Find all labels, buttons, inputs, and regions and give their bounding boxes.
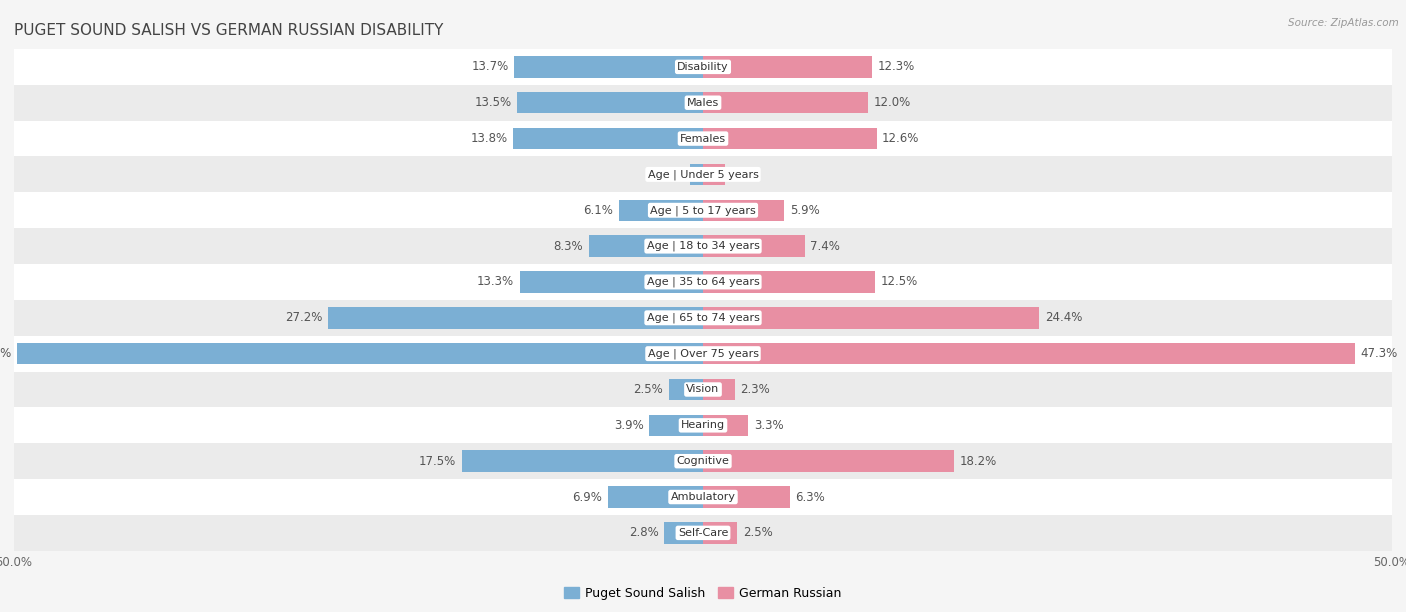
Bar: [461, 450, 703, 472]
Bar: [14, 157, 1392, 192]
Text: Self-Care: Self-Care: [678, 528, 728, 538]
Text: 24.4%: 24.4%: [1045, 312, 1083, 324]
Text: 12.5%: 12.5%: [880, 275, 918, 288]
Text: 3.9%: 3.9%: [614, 419, 644, 432]
Bar: [14, 264, 1392, 300]
Text: Age | Under 5 years: Age | Under 5 years: [648, 169, 758, 180]
Text: 0.97%: 0.97%: [647, 168, 685, 181]
Bar: [520, 271, 703, 293]
Bar: [14, 408, 1392, 443]
Bar: [607, 487, 703, 508]
Text: 12.3%: 12.3%: [877, 61, 915, 73]
Text: Age | Over 75 years: Age | Over 75 years: [648, 348, 758, 359]
Text: 17.5%: 17.5%: [419, 455, 457, 468]
Bar: [703, 414, 748, 436]
Text: 2.5%: 2.5%: [742, 526, 773, 539]
Bar: [14, 121, 1392, 157]
Text: 47.3%: 47.3%: [1360, 347, 1398, 360]
Legend: Puget Sound Salish, German Russian: Puget Sound Salish, German Russian: [560, 582, 846, 605]
Text: 12.6%: 12.6%: [882, 132, 920, 145]
Bar: [703, 307, 1039, 329]
Bar: [703, 163, 725, 185]
Text: Disability: Disability: [678, 62, 728, 72]
Bar: [517, 92, 703, 113]
Bar: [14, 228, 1392, 264]
Bar: [14, 336, 1392, 371]
Bar: [589, 236, 703, 257]
Bar: [665, 522, 703, 543]
Text: 49.8%: 49.8%: [0, 347, 11, 360]
Bar: [703, 450, 953, 472]
Bar: [703, 379, 735, 400]
Bar: [703, 343, 1355, 364]
Text: 13.7%: 13.7%: [471, 61, 509, 73]
Text: Age | 18 to 34 years: Age | 18 to 34 years: [647, 241, 759, 252]
Text: Age | 5 to 17 years: Age | 5 to 17 years: [650, 205, 756, 215]
Text: 7.4%: 7.4%: [810, 240, 841, 253]
Text: 13.5%: 13.5%: [474, 96, 512, 109]
Bar: [703, 271, 875, 293]
Text: 18.2%: 18.2%: [959, 455, 997, 468]
Bar: [328, 307, 703, 329]
Bar: [669, 379, 703, 400]
Text: 3.3%: 3.3%: [754, 419, 783, 432]
Text: Ambulatory: Ambulatory: [671, 492, 735, 502]
Bar: [17, 343, 703, 364]
Text: Males: Males: [688, 98, 718, 108]
Bar: [703, 128, 876, 149]
Bar: [14, 49, 1392, 85]
Text: Hearing: Hearing: [681, 420, 725, 430]
Text: 1.6%: 1.6%: [731, 168, 761, 181]
Text: 5.9%: 5.9%: [790, 204, 820, 217]
Text: 6.1%: 6.1%: [583, 204, 613, 217]
Bar: [703, 200, 785, 221]
Text: 2.3%: 2.3%: [740, 383, 770, 396]
Bar: [703, 236, 806, 257]
Bar: [14, 192, 1392, 228]
Text: PUGET SOUND SALISH VS GERMAN RUSSIAN DISABILITY: PUGET SOUND SALISH VS GERMAN RUSSIAN DIS…: [14, 23, 443, 38]
Bar: [703, 92, 869, 113]
Bar: [14, 300, 1392, 336]
Text: 6.3%: 6.3%: [796, 491, 825, 504]
Text: Vision: Vision: [686, 384, 720, 395]
Bar: [703, 522, 738, 543]
Text: 2.5%: 2.5%: [633, 383, 664, 396]
Text: 12.0%: 12.0%: [875, 96, 911, 109]
Text: Age | 35 to 64 years: Age | 35 to 64 years: [647, 277, 759, 287]
Bar: [513, 128, 703, 149]
Bar: [14, 479, 1392, 515]
Bar: [703, 487, 790, 508]
Bar: [689, 163, 703, 185]
Bar: [619, 200, 703, 221]
Bar: [515, 56, 703, 78]
Bar: [14, 443, 1392, 479]
Text: 2.8%: 2.8%: [628, 526, 659, 539]
Bar: [14, 85, 1392, 121]
Bar: [703, 56, 873, 78]
Bar: [650, 414, 703, 436]
Text: 6.9%: 6.9%: [572, 491, 602, 504]
Text: 13.3%: 13.3%: [477, 275, 515, 288]
Text: Source: ZipAtlas.com: Source: ZipAtlas.com: [1288, 18, 1399, 28]
Text: 8.3%: 8.3%: [554, 240, 583, 253]
Text: Cognitive: Cognitive: [676, 456, 730, 466]
Text: 27.2%: 27.2%: [285, 312, 323, 324]
Bar: [14, 371, 1392, 408]
Text: 13.8%: 13.8%: [470, 132, 508, 145]
Text: Age | 65 to 74 years: Age | 65 to 74 years: [647, 313, 759, 323]
Bar: [14, 515, 1392, 551]
Text: Females: Females: [681, 133, 725, 144]
